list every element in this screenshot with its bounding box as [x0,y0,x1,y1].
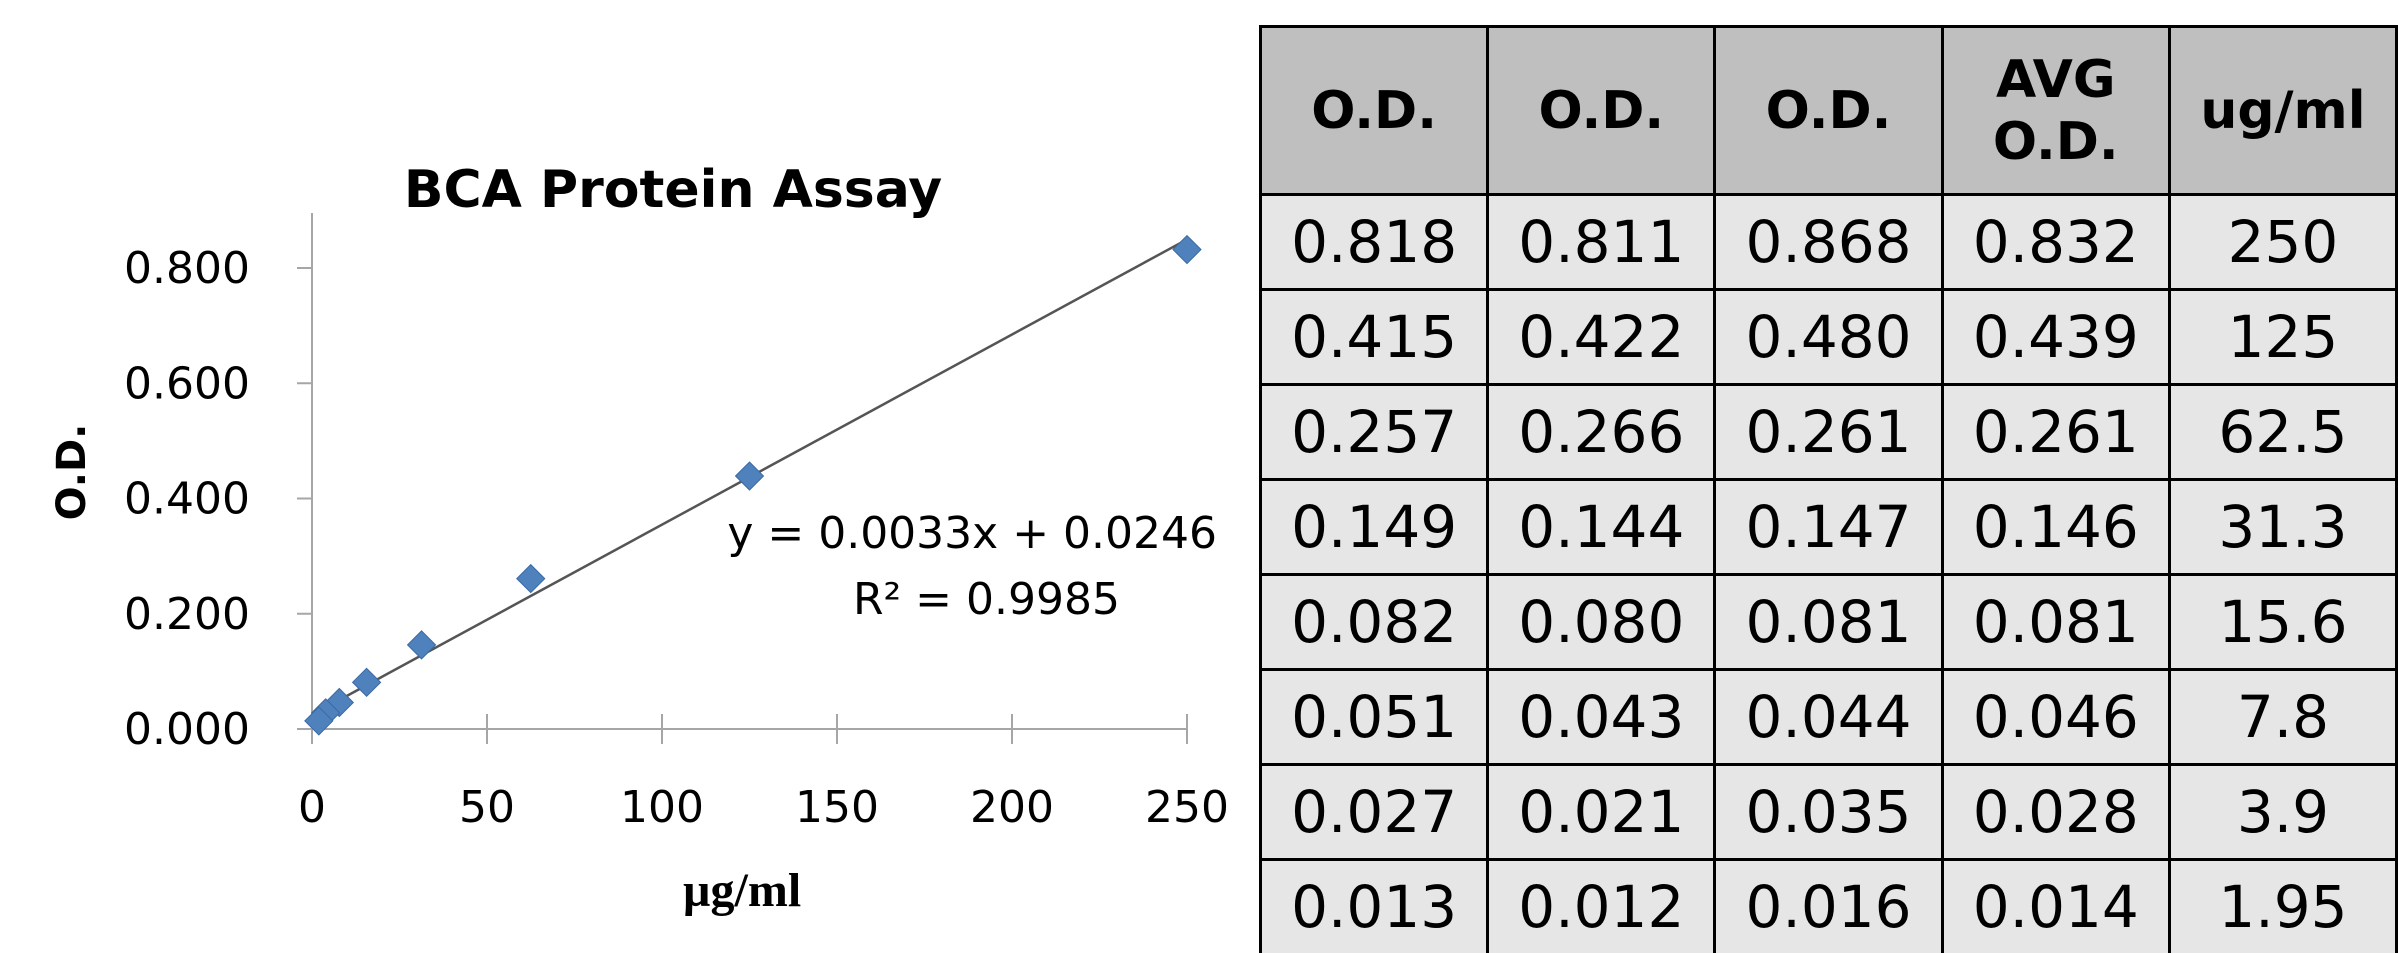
header-od-3: O.D. [1713,25,1944,196]
header-concentration: ug/ml [2167,25,2398,196]
y-tick-label: 0.200 [124,589,250,640]
table-cell: 0.082 [1259,573,1490,671]
table-cell: 3.9 [2167,763,2398,861]
y-axis-label: O.D. [49,424,95,521]
data-point [351,667,382,698]
table-cell: 0.147 [1713,478,1944,576]
table-cell: 62.5 [2167,383,2398,481]
table-row: 0.027 0.021 0.035 0.028 3.9 [1259,763,2398,861]
table-cell: 0.818 [1259,193,1490,291]
x-axis-label: µg/ml [683,864,801,917]
table-cell: 0.415 [1259,288,1490,386]
table-row: 0.149 0.144 0.147 0.146 31.3 [1259,478,2398,576]
table-cell: 0.439 [1940,288,2171,386]
x-tick-label: 150 [795,782,879,833]
x-tick-label: 0 [298,782,326,833]
data-point [304,706,334,736]
table-cell: 0.144 [1486,478,1717,576]
table-row: 0.257 0.266 0.261 0.261 62.5 [1259,383,2398,481]
table-cell: 0.035 [1713,763,1944,861]
table-cell: 0.027 [1259,763,1490,861]
od-data-table: O.D. O.D. O.D. AVG O.D. ug/ml 0.818 0.811… [1259,25,2398,953]
data-table-container: O.D. O.D. O.D. AVG O.D. ug/ml 0.818 0.811… [1259,25,2398,953]
y-tick-label: 0.400 [124,474,250,525]
table-cell: 0.811 [1486,193,1717,291]
data-points [304,234,1202,736]
table-cell: 0.480 [1713,288,1944,386]
table-cell: 0.266 [1486,383,1717,481]
table-cell: 0.046 [1940,668,2171,766]
table-cell: 0.016 [1713,858,1944,953]
table-cell: 0.257 [1259,383,1490,481]
r-squared-label: R² = 0.9985 [853,574,1120,625]
table-cell: 0.832 [1940,193,2171,291]
table-cell: 0.146 [1940,478,2171,576]
table-row: 0.082 0.080 0.081 0.081 15.6 [1259,573,2398,671]
table-cell: 250 [2167,193,2398,291]
bca-chart: BCA Protein Assay 0.0000.2000.4000.6000.… [49,160,1229,917]
table-cell: 0.044 [1713,668,1944,766]
table-cell: 31.3 [2167,478,2398,576]
header-avg-od: AVG O.D. [1940,25,2171,196]
table-cell: 0.043 [1486,668,1717,766]
y-tick-label: 0.600 [124,358,250,409]
data-point [1172,234,1202,265]
table-cell: 0.080 [1486,573,1717,671]
table-cell: 0.868 [1713,193,1944,291]
table-cell: 0.149 [1259,478,1490,576]
table-cell: 0.261 [1713,383,1944,481]
table-cell: 0.051 [1259,668,1490,766]
table-cell: 0.028 [1940,763,2171,861]
table-cell: 0.014 [1940,858,2171,953]
header-od-2: O.D. [1486,25,1717,196]
data-point [406,630,437,660]
table-cell: 0.013 [1259,858,1490,953]
table-cell: 0.021 [1486,763,1717,861]
y-tick-label: 0.000 [124,704,250,755]
data-point [734,461,765,491]
table-row: 0.051 0.043 0.044 0.046 7.8 [1259,668,2398,766]
x-tick-label: 50 [459,782,515,833]
x-tick-label: 250 [1145,782,1229,833]
table-cell: 0.422 [1486,288,1717,386]
chart-axes: 0.000 0.200 0.400 0.600 0.800 0 50 100 150 200 250 [124,213,1229,833]
table-cell: 0.012 [1486,858,1717,953]
table-cell: 1.95 [2167,858,2398,953]
table-cell: 0.261 [1940,383,2171,481]
table-cell: 0.081 [1940,573,2171,671]
table-row: 0.415 0.422 0.480 0.439 125 [1259,288,2398,386]
x-tick-label: 100 [620,782,704,833]
table-cell: 15.6 [2167,573,2398,671]
table-cell: 125 [2167,288,2398,386]
table-cell: 0.081 [1713,573,1944,671]
chart-title: BCA Protein Assay [404,160,942,220]
x-tick-label: 200 [970,782,1054,833]
table-row: 0.013 0.012 0.016 0.014 1.95 [1259,858,2398,953]
data-point [516,563,546,594]
y-tick-label: 0.800 [124,243,250,294]
table-row: 0.818 0.811 0.868 0.832 250 [1259,193,2398,291]
trendline-equation: y = 0.0033x + 0.0246 [727,508,1217,559]
table-header-row: O.D. O.D. O.D. AVG O.D. ug/ml [1259,25,2398,196]
header-od-1: O.D. [1259,25,1490,196]
table-cell: 7.8 [2167,668,2398,766]
